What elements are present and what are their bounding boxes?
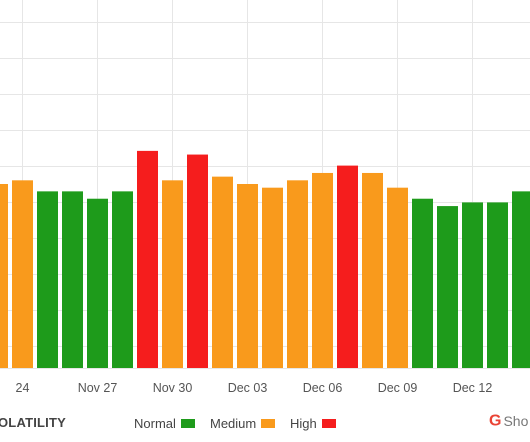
bar-dec-09[interactable] (387, 187, 408, 368)
x-tick-label: Nov 30 (153, 381, 193, 395)
legend-bar: OLATILITY Normal Medium High G Sho (0, 410, 530, 436)
legend-swatch-normal (180, 419, 195, 429)
x-tick-label: Dec 12 (453, 381, 493, 395)
bar-dec-06[interactable] (312, 172, 333, 368)
legend-swatch-medium (261, 419, 276, 429)
chart-bars (0, 150, 530, 368)
x-tick-label: Dec 03 (228, 381, 268, 395)
bar-dec-01[interactable] (187, 154, 208, 368)
legend-title: OLATILITY (0, 415, 66, 430)
brand-text: Sho (503, 413, 529, 430)
bar-dec-07[interactable] (337, 165, 358, 368)
google-logo-icon: G (489, 412, 502, 430)
legend-label-medium: Medium (210, 416, 257, 432)
bar-nov-27[interactable] (87, 198, 108, 368)
legend-label-high: High (290, 416, 317, 432)
bar-dec-13[interactable] (487, 202, 508, 368)
bar-dec-08[interactable] (362, 172, 383, 368)
bar-dec-02[interactable] (212, 176, 233, 368)
bar-nov-29[interactable] (137, 150, 158, 368)
bar-dec-14[interactable] (512, 191, 530, 368)
bar-nov-23[interactable] (0, 184, 8, 368)
x-tick-label: 24 (16, 381, 30, 395)
x-tick-label: Nov 27 (78, 381, 118, 395)
bar-nov-25[interactable] (37, 191, 58, 368)
legend-swatch-high (321, 419, 336, 429)
legend-item-normal[interactable]: Normal (134, 415, 195, 431)
bar-dec-12[interactable] (462, 202, 483, 368)
legend-item-medium[interactable]: Medium (210, 415, 276, 432)
bar-nov-28[interactable] (112, 191, 133, 368)
bar-dec-03[interactable] (237, 184, 258, 368)
legend-item-high[interactable]: High (290, 415, 336, 431)
bar-dec-05[interactable] (287, 180, 308, 368)
bar-dec-04[interactable] (262, 187, 283, 368)
x-tick-label: Dec 06 (303, 381, 343, 395)
bar-nov-30[interactable] (162, 180, 183, 368)
brand-link[interactable]: G Sho (489, 412, 528, 430)
bar-nov-26[interactable] (62, 191, 83, 368)
bar-dec-11[interactable] (437, 206, 458, 368)
bar-nov-24[interactable] (12, 180, 33, 368)
legend-label-normal: Normal (134, 416, 176, 432)
x-tick-label: Dec 09 (378, 381, 418, 395)
bar-dec-10[interactable] (412, 198, 433, 368)
